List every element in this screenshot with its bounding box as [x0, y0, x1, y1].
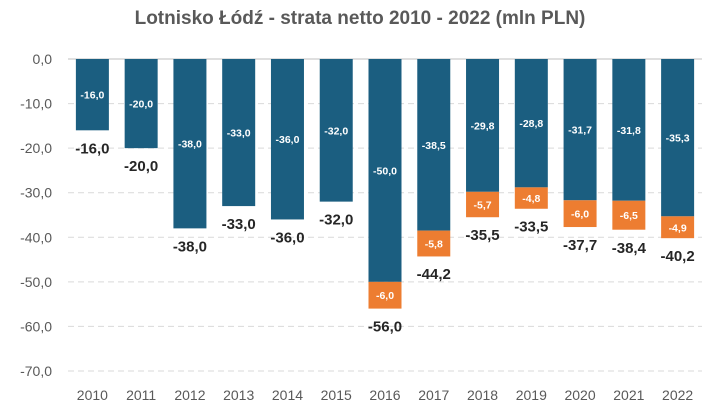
segment-value-label: -28,8: [519, 118, 543, 130]
bar-extra-segment: [514, 187, 548, 209]
segment-value-label: -6,0: [571, 209, 589, 221]
x-tick-label: 2018: [467, 387, 498, 403]
bar-extra-segment: [563, 200, 597, 228]
total-value-label: -33,5: [514, 218, 548, 235]
segment-value-label: -5,8: [425, 239, 443, 251]
segment-value-label: -36,0: [275, 134, 299, 146]
total-value-label: -56,0: [368, 319, 402, 336]
y-tick-label: 0,0: [33, 51, 53, 67]
segment-value-label: -16,0: [80, 90, 104, 102]
x-tick-label: 2012: [174, 387, 205, 403]
total-value-label: -16,0: [75, 140, 109, 157]
bar-base-segment: [124, 59, 158, 149]
x-tick-label: 2021: [613, 387, 644, 403]
segment-value-label: -33,0: [227, 128, 251, 140]
x-tick-label: 2013: [223, 387, 254, 403]
bar-base-segment: [612, 59, 646, 201]
bars: [75, 59, 695, 309]
segment-value-label: -38,0: [178, 139, 202, 151]
segment-value-label: -31,7: [568, 125, 592, 137]
segment-value-label: -50,0: [373, 165, 397, 177]
bar-base-segment: [319, 59, 353, 202]
segment-value-label: -5,7: [473, 200, 491, 212]
y-tick-label: -50,0: [20, 274, 52, 290]
bar-base-segment: [75, 59, 109, 131]
total-value-label: -38,4: [612, 240, 647, 257]
x-tick-label: 2019: [516, 387, 547, 403]
total-value-label: -40,2: [661, 248, 695, 265]
bar-extra-segment: [466, 191, 500, 218]
total-value-label: -35,5: [465, 227, 499, 244]
segment-value-label: -35,3: [666, 133, 690, 145]
total-value-label: -44,2: [417, 266, 451, 283]
x-tick-label: 2011: [126, 387, 156, 403]
chart-title: Lotnisko Łódź - strata netto 2010 - 2022…: [135, 8, 586, 29]
bar-base-segment: [222, 59, 256, 207]
segment-value-label: -6,0: [376, 290, 394, 302]
bar-base-segment: [661, 59, 695, 217]
y-tick-label: -40,0: [20, 229, 52, 245]
bar-base-segment: [270, 59, 304, 220]
y-tick-label: -30,0: [20, 185, 52, 201]
total-value-label: -32,0: [319, 212, 353, 229]
bar-base-segment: [466, 59, 500, 192]
bar-extra-segment: [417, 230, 451, 257]
segment-value-label: -31,8: [617, 125, 641, 137]
bar-base-segment: [417, 59, 451, 231]
segment-value-label: -29,8: [471, 120, 495, 132]
total-value-label: -33,0: [222, 216, 256, 233]
bar-base-segment: [368, 59, 402, 282]
y-tick-label: -20,0: [20, 140, 52, 156]
y-tick-label: -70,0: [20, 363, 52, 379]
y-axis-ticks: 0,0 -10,0 -20,0 -30,0 -40,0 -50,0 -60,0 -70,0: [20, 51, 52, 379]
total-value-label: -37,7: [563, 237, 597, 254]
data-labels: -16,0 -16,0 -20,0 -20,0 -38,0 -38,0 -33,0 -33,0…: [75, 90, 694, 336]
x-tick-label: 2020: [564, 387, 595, 403]
x-tick-label: 2014: [272, 387, 303, 403]
bar-extra-segment: [368, 281, 402, 309]
x-tick-label: 2022: [662, 387, 693, 403]
segment-value-label: -32,0: [324, 125, 348, 137]
x-tick-label: 2010: [77, 387, 108, 403]
y-tick-label: -60,0: [20, 318, 52, 334]
segment-value-label: -20,0: [129, 99, 153, 111]
total-value-label: -38,0: [173, 238, 207, 255]
segment-value-label: -4,9: [669, 222, 687, 234]
total-value-label: -36,0: [270, 229, 304, 246]
segment-value-label: -6,5: [620, 210, 638, 222]
x-tick-label: 2017: [418, 387, 449, 403]
bar-base-segment: [514, 59, 548, 188]
x-tick-label: 2015: [321, 387, 352, 403]
x-axis-ticks: 2010 2011 2012 2013 2014 2015 2016 2017 2018 2019…: [77, 387, 694, 403]
y-tick-label: -10,0: [20, 96, 52, 112]
total-value-label: -20,0: [124, 158, 158, 175]
bar-extra-segment: [661, 216, 695, 239]
bar-base-segment: [563, 59, 597, 201]
x-tick-label: 2016: [369, 387, 400, 403]
segment-value-label: -38,5: [422, 140, 446, 152]
bar-base-segment: [173, 59, 207, 229]
segment-value-label: -4,8: [522, 193, 540, 205]
bar-extra-segment: [612, 200, 646, 230]
